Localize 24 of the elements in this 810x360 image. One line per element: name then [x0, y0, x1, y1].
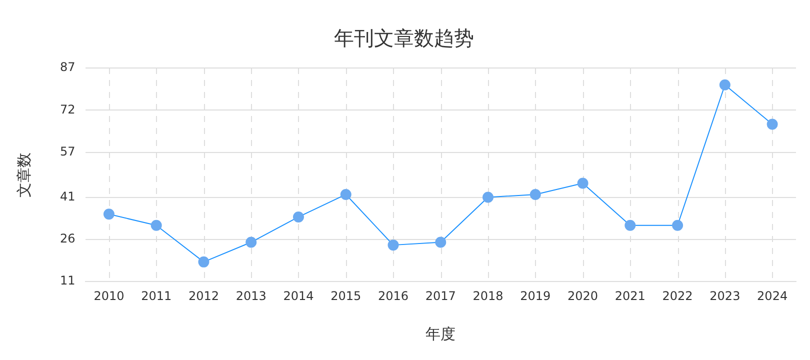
x-tick-label: 2018	[472, 288, 504, 303]
x-tick-label: 2021	[614, 288, 646, 303]
x-axis-title: 年度	[426, 324, 456, 343]
y-tick-label: 26	[60, 232, 76, 246]
x-tick-label: 2019	[520, 288, 551, 303]
x-tick-label: 2017	[425, 288, 456, 303]
y-axis-title: 文章数	[14, 152, 33, 198]
x-tick-label: 2011	[141, 288, 172, 303]
x-tick-label: 2024	[757, 288, 788, 303]
x-tick-label: 2016	[378, 288, 409, 303]
x-tick-label: 2020	[568, 288, 598, 303]
y-tick-label: 57	[60, 144, 76, 158]
x-tick-label: 2013	[236, 288, 266, 303]
y-tick-label: 11	[60, 274, 76, 288]
chart-title: 年刊文章数趋势	[334, 26, 474, 50]
x-tick-label: 2023	[710, 288, 740, 303]
y-tick-label: 72	[60, 102, 76, 116]
y-tick-label: 87	[60, 60, 76, 74]
x-tick-label: 2022	[662, 288, 693, 303]
x-tick-label: 2015	[330, 288, 362, 303]
x-tick-label: 2012	[188, 288, 219, 303]
y-tick-label: 41	[60, 189, 76, 204]
x-tick-label: 2014	[283, 288, 314, 303]
x-tick-label: 2010	[94, 288, 124, 303]
